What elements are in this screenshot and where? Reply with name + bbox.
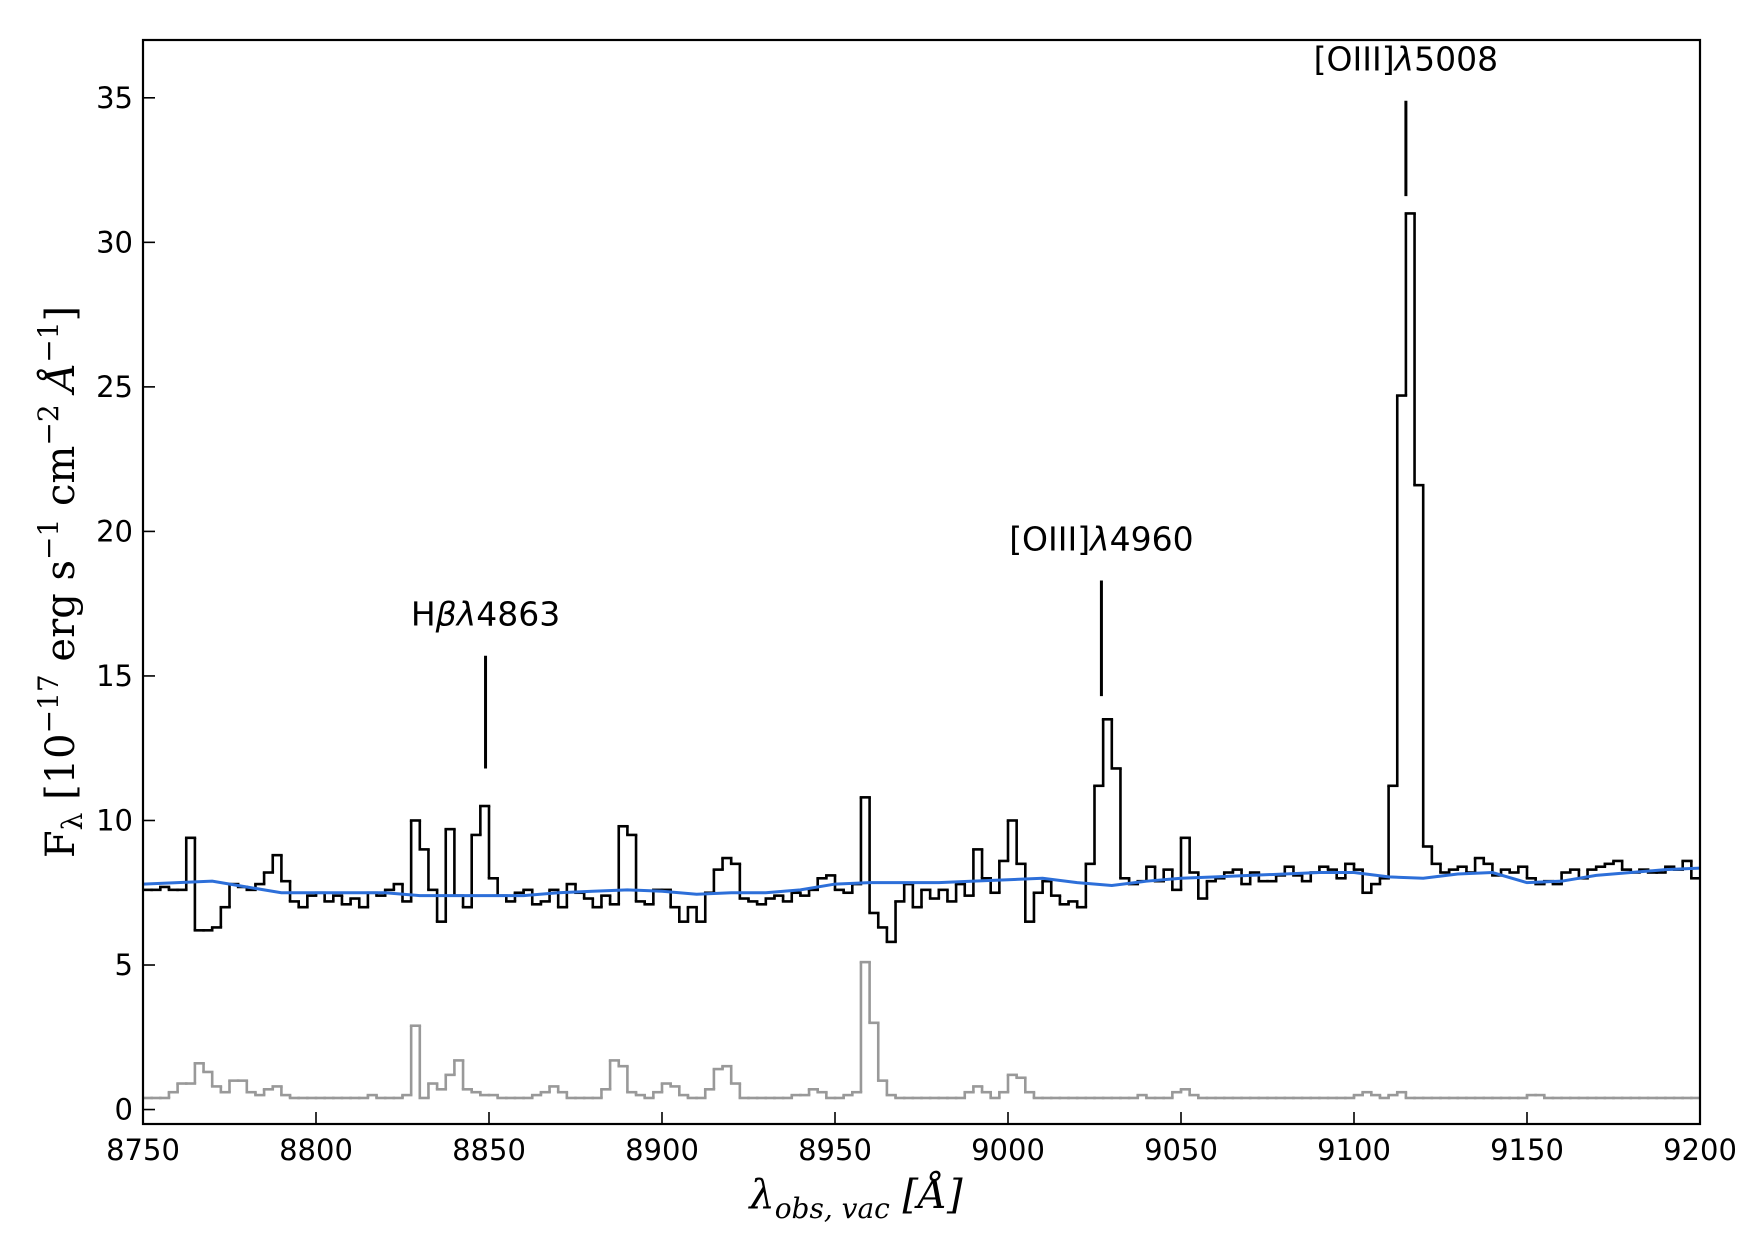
- x-tick-label: 9050: [1144, 1133, 1218, 1167]
- x-tick-label: 8950: [798, 1133, 872, 1167]
- annotation-part: λ: [455, 595, 477, 634]
- annotation-part: H: [411, 595, 436, 634]
- y-label-part: −1: [32, 519, 65, 560]
- x-tick-label: 9100: [1317, 1133, 1391, 1167]
- y-tick-label: 15: [96, 659, 133, 693]
- y-tick-label: 20: [96, 514, 133, 548]
- plot-area: [143, 212, 1700, 1100]
- x-label-part: obs, vac: [775, 1192, 890, 1225]
- y-label-part: ]: [38, 306, 84, 322]
- y-label-part: [10: [38, 733, 84, 812]
- step-riser: [159, 213, 1693, 942]
- x-axis-label: λobs, vac [Å]: [747, 1171, 963, 1225]
- y-axis-label: Fλ [10−17 erg s−1 cm−2 Å−1]: [32, 306, 89, 858]
- x-tick-label: 9200: [1663, 1133, 1737, 1167]
- y-tick-label: 10: [96, 803, 133, 837]
- x-tick-label: 8750: [106, 1133, 180, 1167]
- x-label-part: λ: [747, 1172, 774, 1218]
- step-riser: [167, 962, 1546, 1098]
- annotation-part: [OIII]: [1314, 40, 1395, 79]
- x-tick-label: 9150: [1490, 1133, 1564, 1167]
- annotation-part: 4863: [476, 595, 560, 634]
- annotation-part: λ: [1088, 520, 1110, 559]
- y-tick-label: 0: [115, 1093, 133, 1127]
- annotation-label: [OIII]λ5008: [1314, 40, 1498, 79]
- y-label-part: −2: [32, 404, 65, 445]
- x-tick-label: 8850: [452, 1133, 526, 1167]
- y-label-part: λ: [56, 813, 89, 831]
- x-label-part: [Å]: [890, 1171, 963, 1218]
- y-label-part: −1: [32, 321, 65, 362]
- annotation-label: Hβλ4863: [411, 595, 560, 634]
- annotation-part: β: [435, 595, 457, 634]
- y-tick-label: 30: [96, 225, 133, 259]
- continuum-line: [143, 866, 1700, 898]
- x-tick-label: 9000: [971, 1133, 1045, 1167]
- annotation-part: [OIII]: [1009, 520, 1090, 559]
- y-label-part: F: [38, 830, 84, 858]
- y-label-part: cm: [38, 446, 84, 519]
- x-tick-label: 8900: [625, 1133, 699, 1167]
- y-label-part: Å: [37, 363, 84, 405]
- y-label-part: erg s: [38, 560, 84, 674]
- y-tick-label: 5: [115, 948, 133, 982]
- annotation-label: [OIII]λ4960: [1009, 520, 1193, 559]
- y-label-part: −17: [32, 674, 65, 733]
- plot-frame: [141, 38, 1702, 1126]
- y-tick-label: 35: [96, 81, 133, 115]
- annotation-part: 4960: [1110, 520, 1194, 559]
- x-tick-label: 8800: [279, 1133, 353, 1167]
- annotation-part: 5008: [1414, 40, 1498, 79]
- y-tick-label: 25: [96, 370, 133, 404]
- annotation-part: λ: [1393, 40, 1415, 79]
